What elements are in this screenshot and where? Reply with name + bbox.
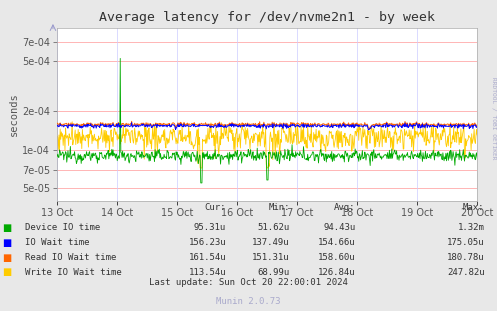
Text: ■: ■ xyxy=(2,238,12,248)
Text: 161.54u: 161.54u xyxy=(188,253,226,262)
Text: 158.60u: 158.60u xyxy=(318,253,355,262)
Text: ■: ■ xyxy=(2,253,12,262)
Text: 1.32m: 1.32m xyxy=(458,223,485,232)
Text: IO Wait time: IO Wait time xyxy=(25,238,89,247)
Text: Device IO time: Device IO time xyxy=(25,223,100,232)
Y-axis label: seconds: seconds xyxy=(9,92,19,136)
Text: 68.99u: 68.99u xyxy=(257,268,290,277)
Text: ■: ■ xyxy=(2,223,12,233)
Text: 94.43u: 94.43u xyxy=(323,223,355,232)
Text: 126.84u: 126.84u xyxy=(318,268,355,277)
Text: Max:: Max: xyxy=(463,203,485,212)
Text: ■: ■ xyxy=(2,267,12,277)
Text: Min:: Min: xyxy=(268,203,290,212)
Text: 175.05u: 175.05u xyxy=(447,238,485,247)
Text: 137.49u: 137.49u xyxy=(252,238,290,247)
Text: Last update: Sun Oct 20 22:00:01 2024: Last update: Sun Oct 20 22:00:01 2024 xyxy=(149,278,348,287)
Text: Write IO Wait time: Write IO Wait time xyxy=(25,268,122,277)
Text: Cur:: Cur: xyxy=(205,203,226,212)
Text: 51.62u: 51.62u xyxy=(257,223,290,232)
Text: RRDTOOL / TOBI OETIKER: RRDTOOL / TOBI OETIKER xyxy=(491,77,496,160)
Text: 180.78u: 180.78u xyxy=(447,253,485,262)
Text: Read IO Wait time: Read IO Wait time xyxy=(25,253,116,262)
Text: 247.82u: 247.82u xyxy=(447,268,485,277)
Text: 151.31u: 151.31u xyxy=(252,253,290,262)
Text: 156.23u: 156.23u xyxy=(188,238,226,247)
Title: Average latency for /dev/nvme2n1 - by week: Average latency for /dev/nvme2n1 - by we… xyxy=(99,11,435,24)
Text: Munin 2.0.73: Munin 2.0.73 xyxy=(216,297,281,306)
Text: 95.31u: 95.31u xyxy=(194,223,226,232)
Text: Avg:: Avg: xyxy=(334,203,355,212)
Text: 154.66u: 154.66u xyxy=(318,238,355,247)
Text: 113.54u: 113.54u xyxy=(188,268,226,277)
